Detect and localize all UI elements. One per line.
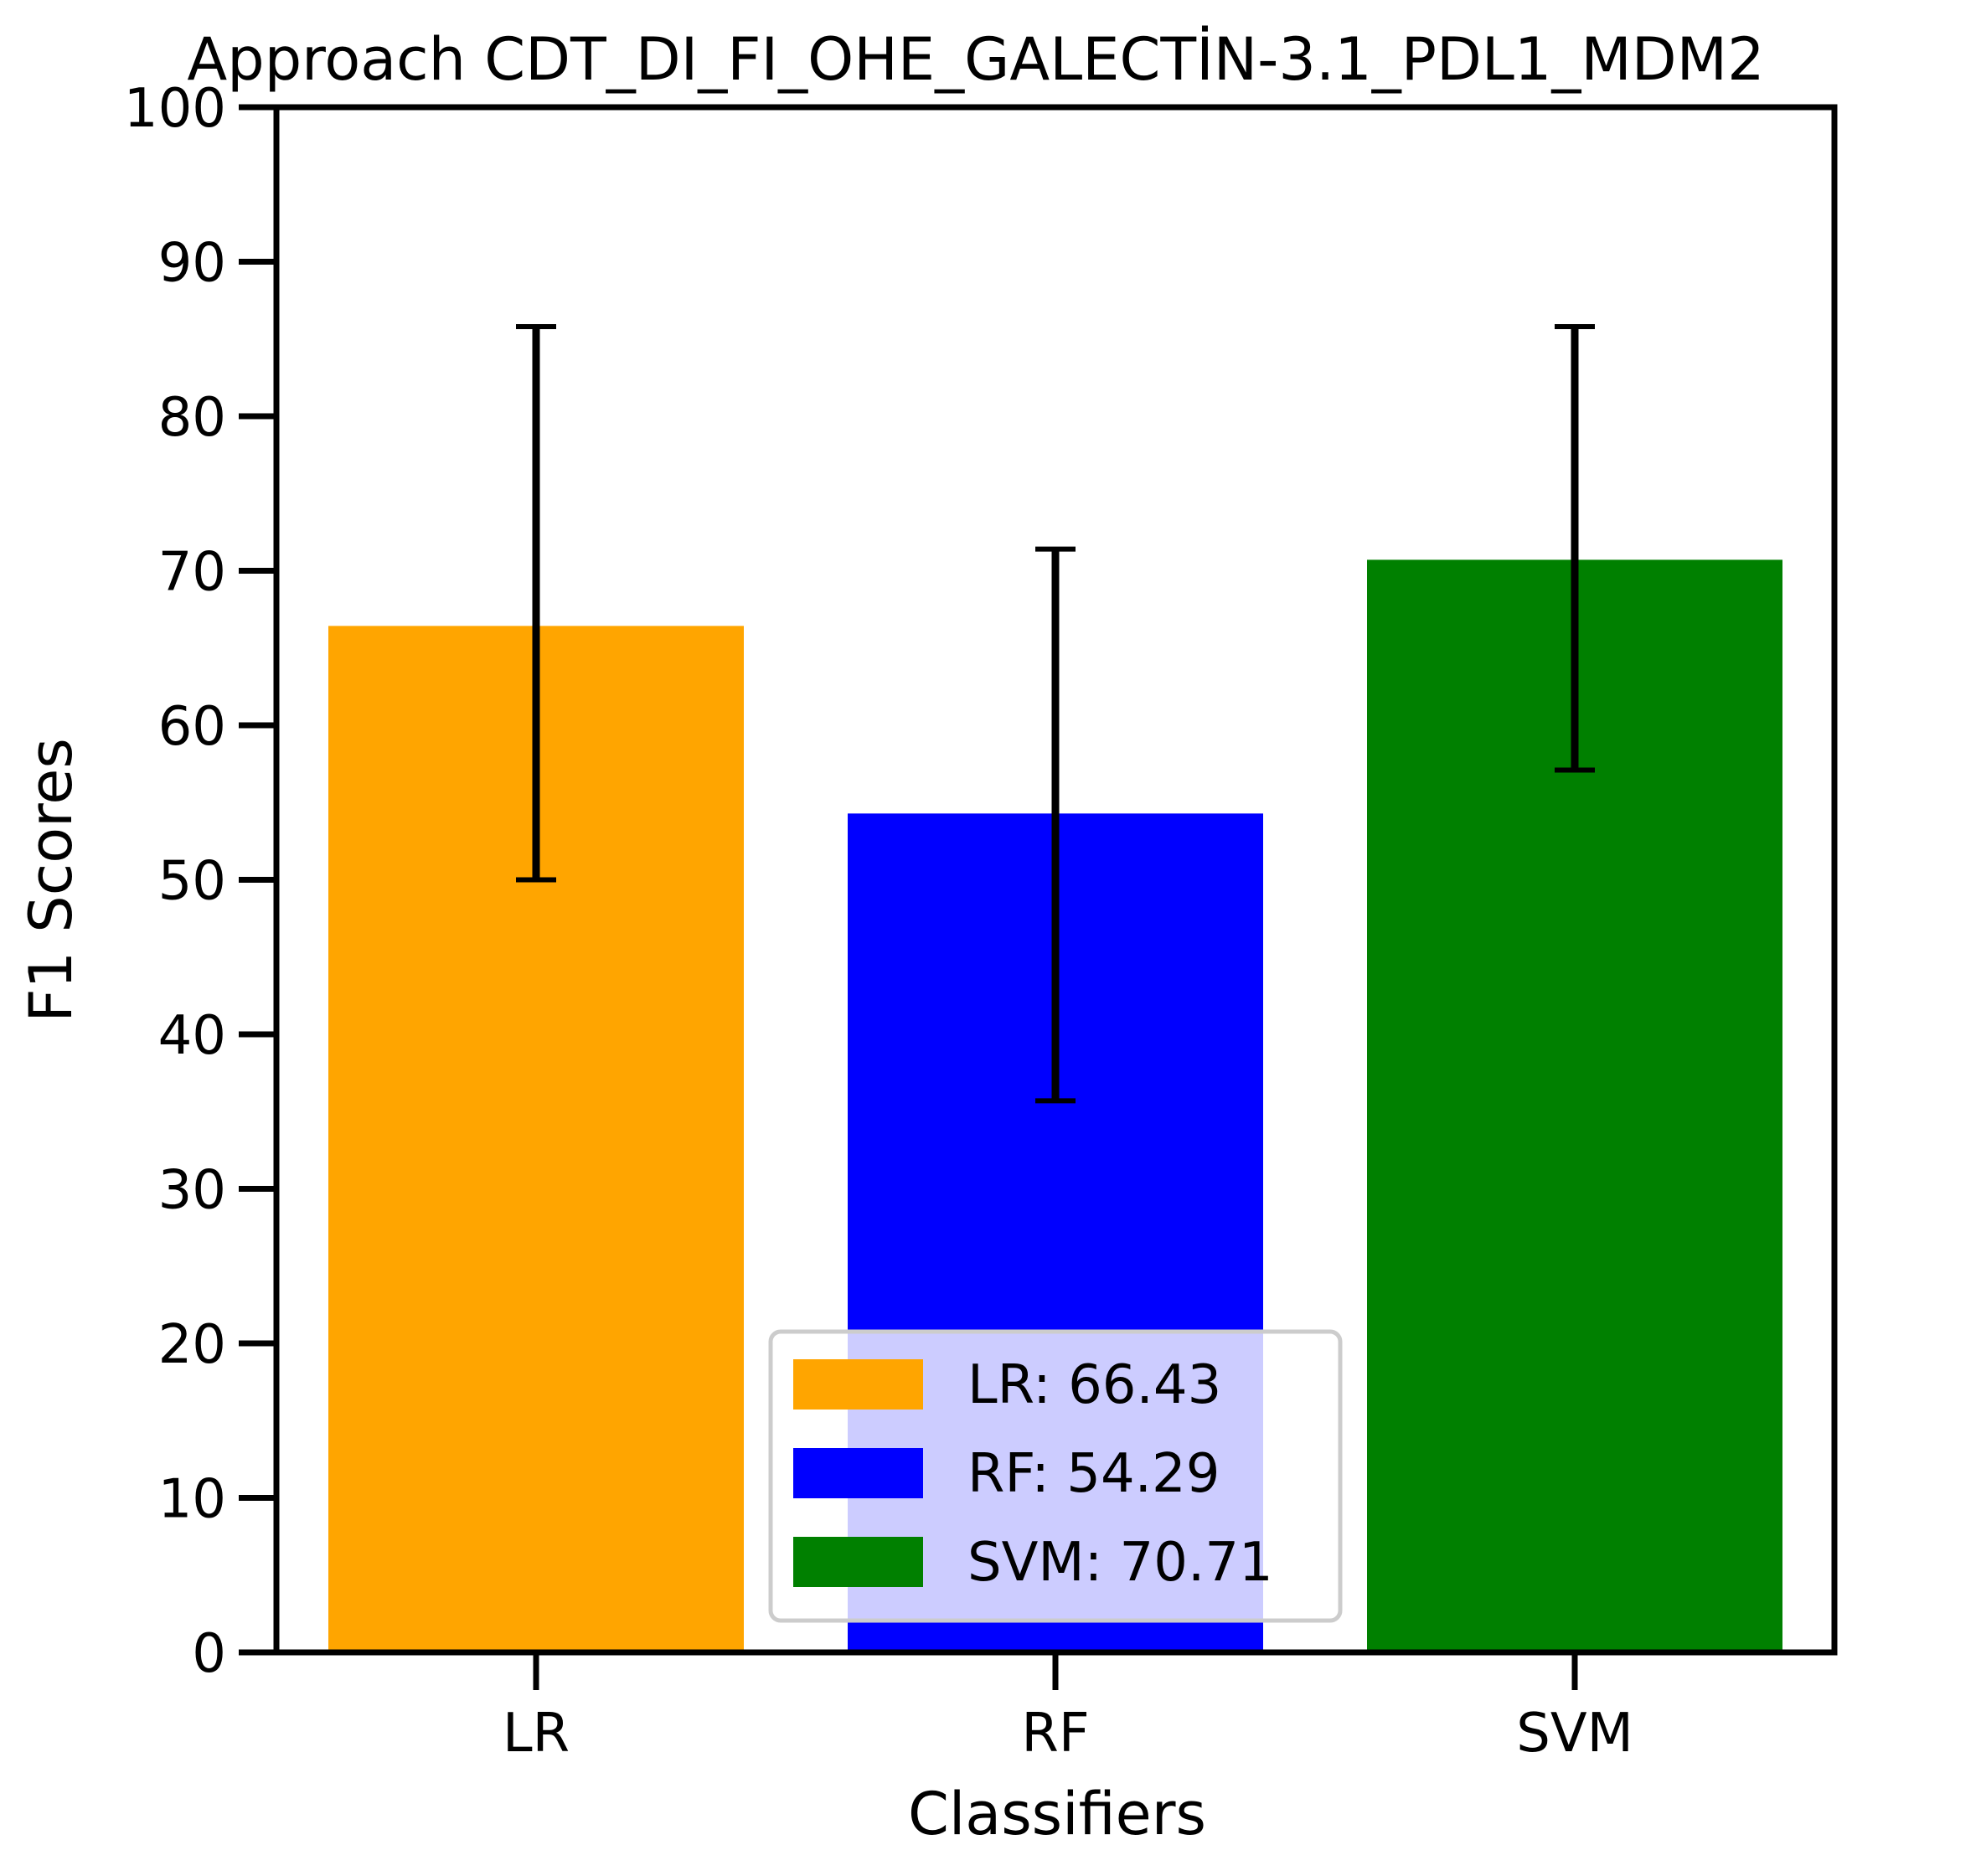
legend-label: LR: 66.43 [967, 1354, 1221, 1416]
y-tick-label: 80 [158, 387, 226, 449]
x-tick-label: SVM [1516, 1703, 1633, 1765]
y-tick-label: 20 [158, 1314, 226, 1376]
chart-title: Approach CDT_DI_FI_OHE_GALECTİN-3.1_PDL1… [187, 25, 1764, 94]
legend-item-svm: SVM: 70.71 [793, 1532, 1273, 1594]
legend-label: RF: 54.29 [967, 1443, 1220, 1505]
legend: LR: 66.43 RF: 54.29 SVM: 70.71 [768, 1329, 1343, 1623]
y-tick-label: 30 [158, 1160, 226, 1222]
errorbars-layer [516, 323, 1595, 1104]
y-tick-label: 50 [158, 851, 226, 913]
y-tick-label: 10 [158, 1469, 226, 1531]
errorbar-rf [1035, 546, 1076, 1104]
y-axis-label: F1 Scores [17, 738, 85, 1023]
legend-swatch [793, 1537, 923, 1587]
errorbar-lr [516, 323, 556, 883]
x-axis-label: Classifiers [908, 1780, 1206, 1848]
y-tick-label: 40 [158, 1005, 226, 1067]
y-tick-label: 0 [192, 1623, 226, 1685]
legend-swatch [793, 1359, 923, 1410]
errorbar-svm [1555, 323, 1595, 773]
ticks: 0 10 20 30 40 50 60 70 80 90 100 LR RF SVM [124, 78, 1633, 1765]
x-tick-label: RF [1021, 1703, 1089, 1765]
y-tick-label: 100 [124, 78, 226, 140]
legend-swatch [793, 1448, 923, 1498]
y-tick-label: 70 [158, 542, 226, 604]
legend-label: SVM: 70.71 [967, 1532, 1273, 1594]
y-tick-label: 60 [158, 696, 226, 758]
legend-item-rf: RF: 54.29 [793, 1443, 1220, 1505]
y-tick-label: 90 [158, 233, 226, 295]
legend-item-lr: LR: 66.43 [793, 1354, 1221, 1416]
x-tick-label: LR [503, 1703, 570, 1765]
